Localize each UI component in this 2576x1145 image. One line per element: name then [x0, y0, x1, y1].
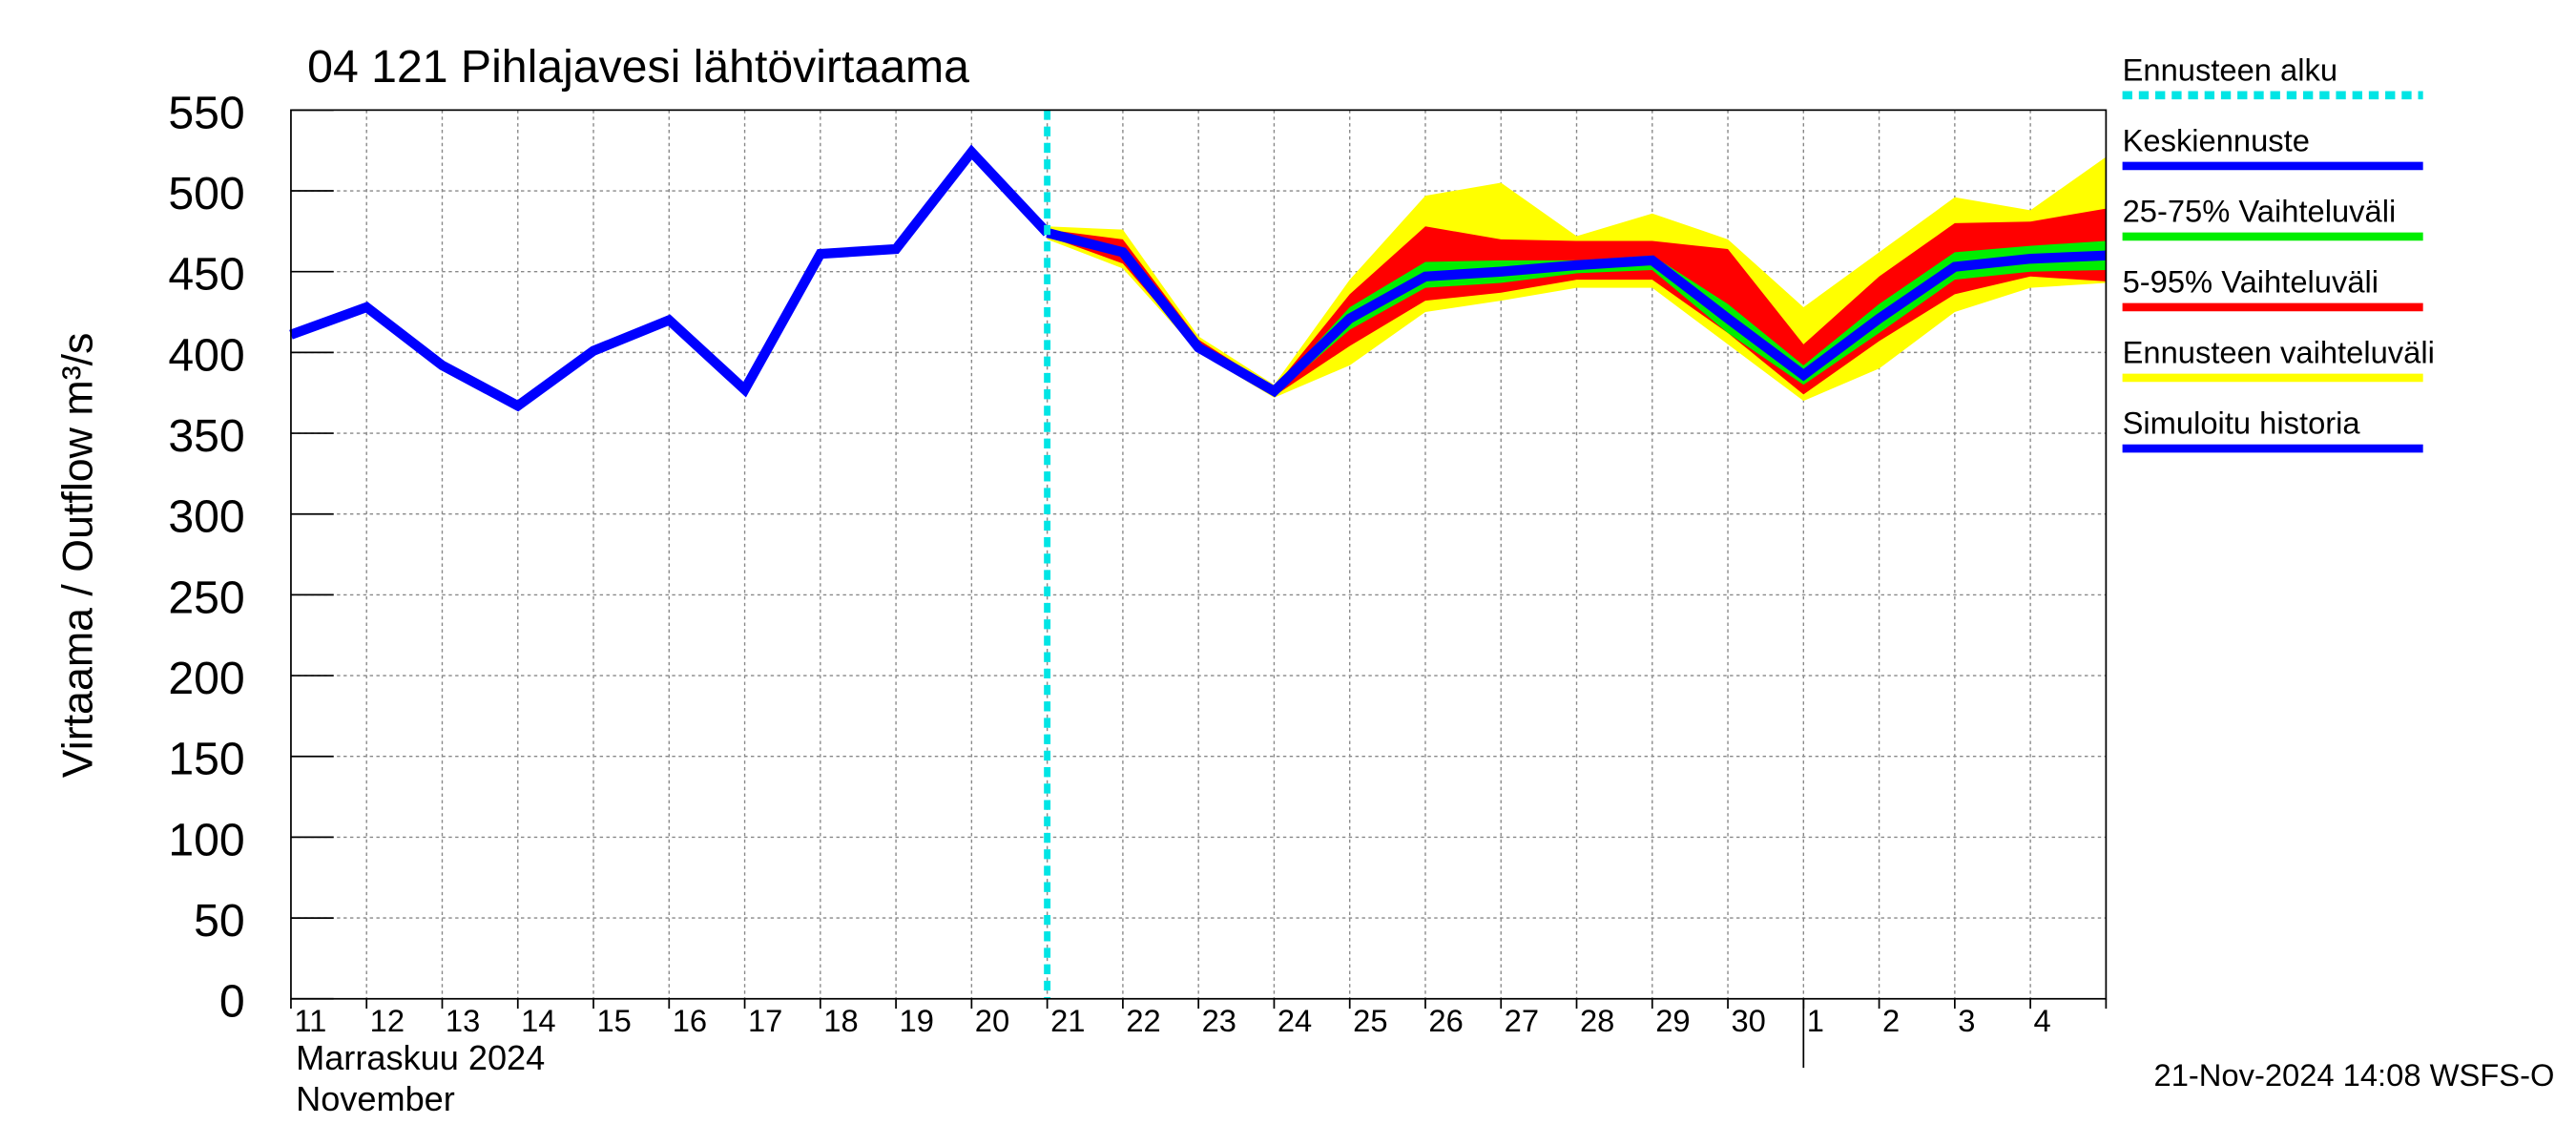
x-axis-label: November: [296, 1079, 455, 1118]
series-line: [289, 144, 1051, 412]
legend-label: Ennusteen vaihteluväli: [2123, 334, 2435, 369]
x-axis-label: Marraskuu 2024: [296, 1038, 545, 1077]
x-tick-label: 26: [1428, 1003, 1463, 1038]
x-tick-label: 25: [1353, 1003, 1387, 1038]
x-tick-label: 22: [1126, 1003, 1160, 1038]
x-tick-label: 13: [446, 1003, 480, 1038]
plot-frame: [290, 109, 2108, 1000]
x-tick-label: 20: [975, 1003, 1009, 1038]
y-tick-label: 400: [168, 329, 244, 381]
x-tick-label: 24: [1278, 1003, 1312, 1038]
x-tick-label: 12: [370, 1003, 405, 1038]
x-tick-label: 30: [1731, 1003, 1765, 1038]
x-tick-label: 17: [748, 1003, 782, 1038]
x-tick-label: 4: [2034, 1003, 2051, 1038]
y-tick-label: 300: [168, 491, 244, 543]
y-tick-label: 450: [168, 249, 244, 301]
x-tick-label: 11: [294, 1003, 326, 1038]
x-tick-label: 14: [521, 1003, 555, 1038]
x-tick-label: 27: [1505, 1003, 1539, 1038]
x-tick-label: 21: [1050, 1003, 1085, 1038]
x-tick-label: 29: [1655, 1003, 1690, 1038]
x-tick-label: 1: [1807, 1003, 1824, 1038]
x-tick-label: 19: [900, 1003, 934, 1038]
x-tick-label: 18: [823, 1003, 858, 1038]
y-tick-label: 100: [168, 814, 244, 865]
chart-title: 04 121 Pihlajavesi lähtövirtaama: [307, 41, 969, 93]
legend-label: Keskiennuste: [2123, 122, 2310, 157]
y-axis-label: Virtaama / Outflow m³/s: [54, 333, 102, 779]
legend-label: Simuloitu historia: [2123, 406, 2361, 441]
legend-label: 25-75% Vaihteluväli: [2123, 193, 2397, 228]
y-tick-label: 250: [168, 572, 244, 623]
x-tick-label: 15: [596, 1003, 631, 1038]
series-line: [1046, 228, 2107, 398]
y-tick-label: 200: [168, 653, 244, 704]
y-tick-label: 350: [168, 410, 244, 462]
y-tick-label: 50: [194, 895, 245, 947]
x-tick-label: 28: [1580, 1003, 1614, 1038]
x-tick-label: 16: [673, 1003, 707, 1038]
legend-label: 5-95% Vaihteluväli: [2123, 263, 2379, 299]
x-tick-label: 2: [1882, 1003, 1900, 1038]
y-tick-label: 0: [219, 976, 245, 1028]
y-tick-label: 550: [168, 87, 244, 138]
y-tick-label: 500: [168, 168, 244, 219]
x-tick-label: 3: [1958, 1003, 1975, 1038]
footer: 21-Nov-2024 14:08 WSFS-O: [2154, 1057, 2555, 1093]
x-tick-label: 23: [1202, 1003, 1236, 1038]
legend-label: Ennusteen alku: [2123, 52, 2337, 87]
y-tick-label: 150: [168, 734, 244, 785]
